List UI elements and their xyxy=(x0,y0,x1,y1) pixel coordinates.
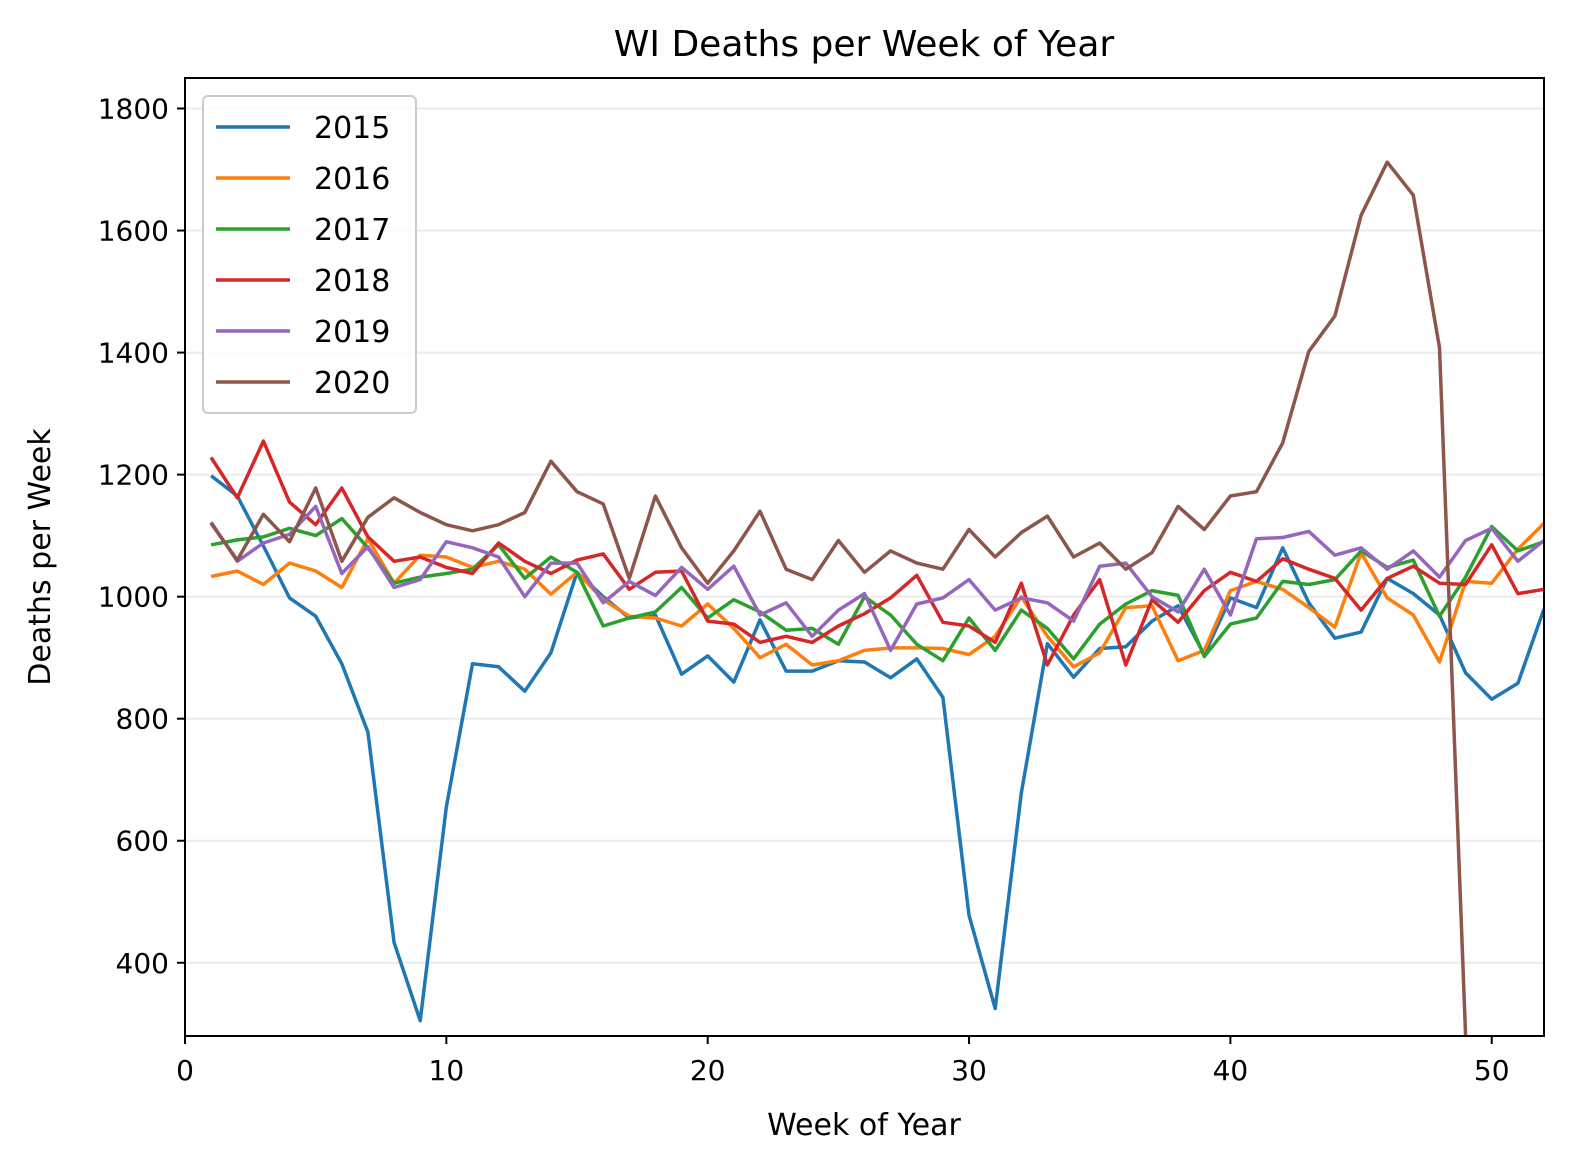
plot-frame xyxy=(184,77,1545,1037)
y-tick-label: 600 xyxy=(116,825,169,858)
y-tick-label: 1200 xyxy=(98,459,169,492)
series-group xyxy=(209,160,1544,1036)
chart-title: WI Deaths per Week of Year xyxy=(614,24,1115,65)
series-line-2015 xyxy=(210,474,1544,1023)
y-tick-label: 1600 xyxy=(98,215,169,248)
x-tick-label: 40 xyxy=(1213,1054,1249,1087)
x-tick-label: 0 xyxy=(176,1054,194,1087)
legend-label: 2018 xyxy=(314,264,390,299)
x-axis-ticks: 0 10 20 30 40 50 xyxy=(176,1036,1510,1087)
x-tick-label: 30 xyxy=(951,1054,987,1087)
x-axis-label: Week of Year xyxy=(767,1108,961,1143)
legend-label: 2015 xyxy=(314,111,390,146)
series-line-2016 xyxy=(210,522,1544,669)
y-axis-label: Deaths per Week xyxy=(23,428,58,686)
legend-label: 2016 xyxy=(314,162,390,197)
legend-label: 2017 xyxy=(314,213,390,248)
y-axis-ticks: 400 600 800 1000 1200 1400 1600 1800 xyxy=(98,93,185,980)
x-tick-label: 20 xyxy=(690,1054,726,1087)
legend: 2015 2016 2017 2018 2019 2020 xyxy=(202,95,417,414)
x-tick-label: 10 xyxy=(429,1054,465,1087)
plot-lines xyxy=(209,160,1544,1036)
legend-box xyxy=(202,95,417,414)
x-tick-label: 50 xyxy=(1474,1054,1510,1087)
y-tick-label: 800 xyxy=(116,703,169,736)
y-tick-label: 1800 xyxy=(98,93,169,126)
y-tick-label: 1000 xyxy=(98,581,169,614)
y-tick-label: 1400 xyxy=(98,337,169,370)
legend-label: 2019 xyxy=(314,315,390,350)
series-line-2019 xyxy=(209,504,1544,653)
series-line-2020 xyxy=(209,160,1468,1036)
y-tick-label: 400 xyxy=(116,947,169,980)
legend-label: 2020 xyxy=(314,366,390,401)
